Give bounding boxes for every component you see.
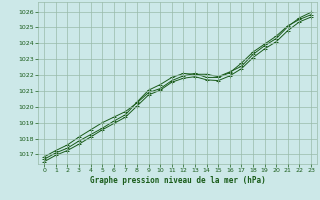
X-axis label: Graphe pression niveau de la mer (hPa): Graphe pression niveau de la mer (hPa) xyxy=(90,176,266,185)
